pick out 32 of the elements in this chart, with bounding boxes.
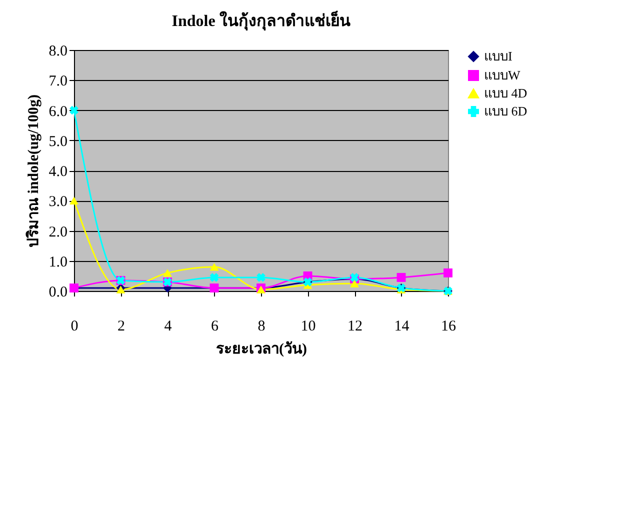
x-tick-label: 16 [441,318,456,334]
y-tick-label: 2.0 [48,224,68,240]
legend-label: แบบI [484,48,512,64]
x-tick-label: 12 [348,318,362,334]
y-tick-label: 4.0 [48,164,68,180]
y-tick-label: 5.0 [48,134,68,150]
point [444,268,452,278]
x-tick-label: 14 [394,318,410,334]
y-tick-label: 7.0 [48,74,68,90]
legend-label: แบบ 6D [484,104,528,118]
y-axis-title: ปริมาณ indole(ug/100g) [24,94,42,248]
x-tick-label: 6 [211,318,219,334]
y-tick-label: 6.0 [48,104,68,120]
x-tick-label: 4 [164,318,172,334]
x-tick-label: 10 [300,318,316,334]
chart-title: Indole ในกุ้งกุลาดำแช่เย็น [172,9,350,31]
point [210,273,219,282]
x-axis-title: ระยะเวลา(วัน) [216,340,307,358]
point [396,272,406,282]
y-tick-label: 3.0 [48,194,68,210]
y-tick-label: 0.0 [48,284,68,300]
x-tick-label: 8 [258,318,266,334]
x-tick-label: 2 [118,318,125,334]
point [163,269,172,277]
point [256,273,266,282]
y-tick-label: 1.0 [48,254,68,270]
legend-label: แบบ 4D [484,86,528,100]
x-tick-label: 0 [70,318,78,334]
point [210,263,219,271]
legend-label: แบบW [484,68,521,82]
y-tick-label: 8.0 [48,44,68,60]
point [350,280,359,288]
